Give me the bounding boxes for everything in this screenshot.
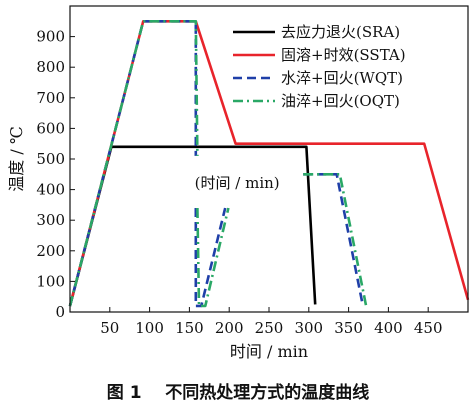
y-tick-label: 600 bbox=[36, 119, 65, 137]
plot-frame bbox=[69, 5, 469, 313]
x-tick-label: 250 bbox=[255, 319, 284, 337]
series-layer bbox=[68, 19, 470, 308]
x-tick-label: 400 bbox=[374, 319, 403, 337]
y-tick-label: 800 bbox=[36, 58, 65, 76]
y-tick-label: 500 bbox=[36, 150, 65, 168]
legend-label-3: 油淬+回火(OQT) bbox=[281, 92, 400, 110]
annotation-0: (时间 / min) bbox=[195, 174, 280, 192]
annotations-layer: (时间 / min) bbox=[195, 174, 280, 192]
series-line-2-segment-1 bbox=[194, 207, 227, 308]
x-tick-label: 300 bbox=[294, 319, 323, 337]
y-tick-label: 700 bbox=[36, 89, 65, 107]
x-tick-label: 350 bbox=[334, 319, 363, 337]
y-tick-label: 400 bbox=[36, 181, 65, 199]
y-tick-label: 300 bbox=[36, 211, 65, 229]
x-tick-label: 450 bbox=[414, 319, 443, 337]
y-tick-label: 100 bbox=[36, 272, 65, 290]
y-tick-label: 0 bbox=[55, 303, 65, 321]
x-tick-label: 200 bbox=[215, 319, 244, 337]
series-line-3-segment-0 bbox=[68, 19, 199, 307]
y-axis-label: 温度 / ℃ bbox=[7, 126, 26, 191]
legend: 去应力退火(SRA) 固溶+时效(SSTA) 水淬+回火(WQT) 油淬+回火(OQT… bbox=[233, 23, 406, 110]
x-tick-label: 50 bbox=[100, 319, 119, 337]
temperature-chart: 50 100 150 200 250 300 350 400 450 0 100 200 300 400 5… bbox=[7, 5, 470, 361]
x-tick-label: 150 bbox=[175, 319, 204, 337]
legend-label-0: 去应力退火(SRA) bbox=[281, 23, 400, 41]
series-line-1-segment-0 bbox=[68, 19, 470, 307]
series-line-3-segment-2 bbox=[303, 173, 368, 307]
series-line-0-segment-0 bbox=[68, 145, 317, 307]
x-axis-label: 时间 / min bbox=[230, 342, 308, 361]
figure-caption: 图 1 不同热处理方式的温度曲线 bbox=[106, 383, 370, 403]
legend-label-2: 水淬+回火(WQT) bbox=[281, 69, 403, 87]
ticks-layer: 50 100 150 200 250 300 350 400 450 0 100 200 300 400 5… bbox=[36, 28, 442, 337]
series-line-2-segment-2 bbox=[303, 173, 365, 307]
y-tick-label: 900 bbox=[36, 28, 65, 46]
series-line-3-segment-1 bbox=[196, 207, 230, 308]
x-tick-label: 100 bbox=[135, 319, 164, 337]
y-tick-label: 200 bbox=[36, 242, 65, 260]
legend-label-1: 固溶+时效(SSTA) bbox=[281, 46, 406, 64]
